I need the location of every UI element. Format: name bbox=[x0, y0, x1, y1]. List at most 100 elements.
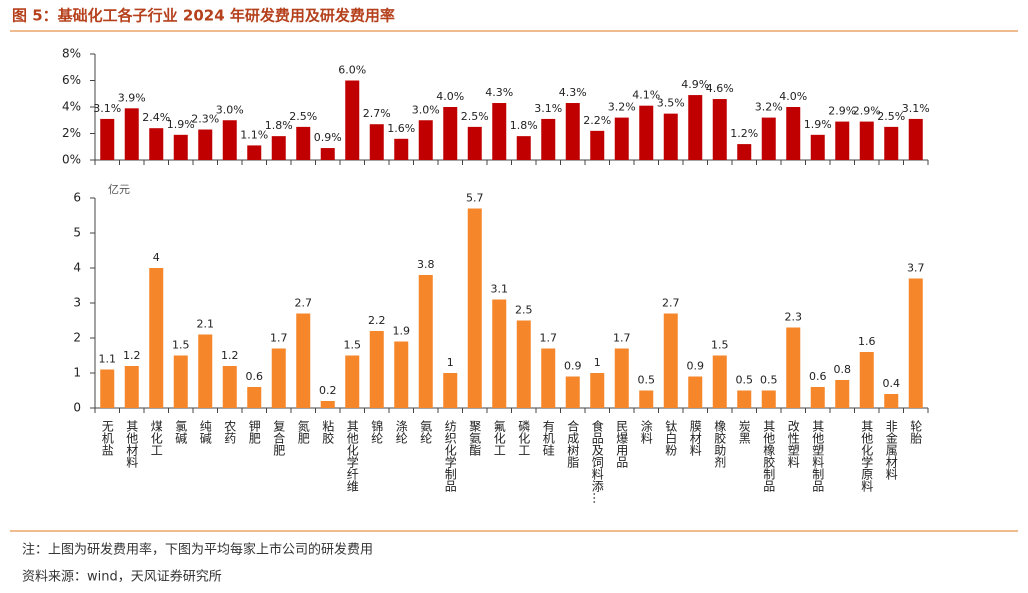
data-label: 3.9% bbox=[118, 91, 146, 104]
data-label: 0.6 bbox=[246, 370, 264, 383]
bar bbox=[639, 105, 654, 160]
data-label: 2.1 bbox=[197, 318, 215, 331]
data-label: 3.0% bbox=[412, 103, 440, 116]
data-label: 1.2 bbox=[221, 349, 239, 362]
data-label: 6.0% bbox=[338, 64, 366, 77]
bar bbox=[761, 117, 776, 160]
note: 注：上图为研发费用率，下图为平均每家上市公司的研发费用 bbox=[22, 542, 373, 558]
bar bbox=[761, 390, 776, 408]
bar bbox=[271, 136, 286, 160]
bar bbox=[320, 401, 335, 408]
data-label: 4.1% bbox=[632, 89, 660, 102]
data-label: 0.9 bbox=[687, 360, 705, 373]
bar bbox=[394, 341, 409, 408]
data-label: 3.7 bbox=[907, 262, 925, 275]
bar bbox=[835, 121, 850, 160]
x-tick-label: 钛白粉 bbox=[664, 419, 678, 456]
data-label: 2.9% bbox=[853, 105, 881, 118]
x-tick-label: 锦纶 bbox=[370, 420, 384, 444]
bar bbox=[247, 387, 262, 408]
bar bbox=[467, 208, 482, 408]
data-label: 2.5% bbox=[461, 110, 489, 123]
x-tick-label: 钾肥 bbox=[247, 420, 261, 444]
data-label: 1.2% bbox=[730, 127, 758, 140]
bar bbox=[124, 366, 139, 408]
bar bbox=[810, 134, 825, 160]
bar bbox=[737, 144, 752, 160]
data-label: 1.5 bbox=[711, 339, 729, 352]
data-label: 2.7 bbox=[662, 297, 680, 310]
y-tick-label: 4% bbox=[62, 100, 81, 114]
bar bbox=[100, 118, 115, 160]
bar bbox=[271, 348, 286, 408]
bar bbox=[296, 313, 311, 408]
data-label: 1.9% bbox=[167, 118, 195, 131]
y-tick-label: 2% bbox=[62, 126, 81, 140]
bar bbox=[590, 373, 605, 408]
data-label: 1.9% bbox=[804, 118, 832, 131]
data-label: 3.1% bbox=[534, 102, 562, 115]
data-label: 2.4% bbox=[142, 111, 170, 124]
data-label: 1.7 bbox=[270, 332, 288, 345]
data-label: 3.0% bbox=[216, 103, 244, 116]
bar bbox=[222, 366, 237, 408]
data-label: 0.4 bbox=[883, 377, 901, 390]
bar bbox=[173, 355, 188, 408]
bar bbox=[492, 299, 507, 408]
data-label: 1.8% bbox=[510, 119, 538, 132]
data-label: 0.2 bbox=[319, 384, 337, 397]
data-label: 4.6% bbox=[706, 82, 734, 95]
data-label: 1.7 bbox=[613, 332, 631, 345]
bar bbox=[639, 390, 654, 408]
data-label: 0.5 bbox=[736, 374, 754, 387]
bar bbox=[908, 278, 923, 408]
y-tick-label: 6% bbox=[62, 73, 81, 87]
data-label: 3.2% bbox=[608, 101, 636, 114]
data-label: 1.8% bbox=[265, 119, 293, 132]
data-label: 1.1 bbox=[99, 353, 117, 366]
bar bbox=[908, 118, 923, 160]
x-tick-label: 聚氨酯 bbox=[468, 420, 482, 456]
bar bbox=[590, 130, 605, 160]
data-label: 1.1% bbox=[240, 128, 268, 141]
bar bbox=[614, 348, 629, 408]
x-tick-label: 氯碱 bbox=[174, 420, 188, 445]
data-label: 2.9% bbox=[828, 105, 856, 118]
data-label: 4.3% bbox=[559, 86, 587, 99]
data-label: 1.5 bbox=[344, 339, 362, 352]
data-label: 4.9% bbox=[681, 78, 709, 91]
x-tick-label: 纺织化学制品 bbox=[443, 420, 457, 492]
x-tick-label: 氨纶 bbox=[419, 420, 433, 444]
bar bbox=[786, 327, 801, 408]
bar bbox=[712, 99, 727, 160]
data-label: 4.0% bbox=[779, 90, 807, 103]
x-tick-label: 橡胶助剂 bbox=[713, 420, 727, 468]
data-label: 2.3 bbox=[785, 311, 803, 324]
bar bbox=[884, 126, 899, 160]
data-label: 2.7 bbox=[295, 297, 313, 310]
bar bbox=[835, 380, 850, 408]
x-tick-label: 其他化学纤维 bbox=[345, 420, 359, 492]
bar bbox=[345, 80, 360, 160]
x-tick-label: 其他橡胶制品 bbox=[762, 420, 776, 492]
bar bbox=[149, 128, 164, 160]
bar bbox=[124, 108, 139, 160]
data-label: 4.3% bbox=[485, 86, 513, 99]
x-tick-label: 炭黑 bbox=[737, 420, 751, 445]
y-tick-label: 0 bbox=[73, 401, 81, 415]
data-label: 1 bbox=[447, 356, 454, 369]
bar bbox=[222, 120, 237, 160]
bar bbox=[516, 136, 531, 160]
bar bbox=[565, 376, 580, 408]
bar bbox=[737, 390, 752, 408]
data-label: 1.5 bbox=[172, 339, 190, 352]
data-label: 2.2% bbox=[583, 114, 611, 127]
data-label: 2.3% bbox=[191, 113, 219, 126]
x-tick-label: 磷化工 bbox=[517, 419, 531, 456]
x-tick-label: 食品及饲料添… bbox=[590, 419, 604, 504]
bar bbox=[712, 355, 727, 408]
data-label: 4.0% bbox=[436, 90, 464, 103]
data-label: 1 bbox=[594, 356, 601, 369]
data-label: 4 bbox=[153, 251, 160, 264]
data-label: 0.9% bbox=[314, 131, 342, 144]
